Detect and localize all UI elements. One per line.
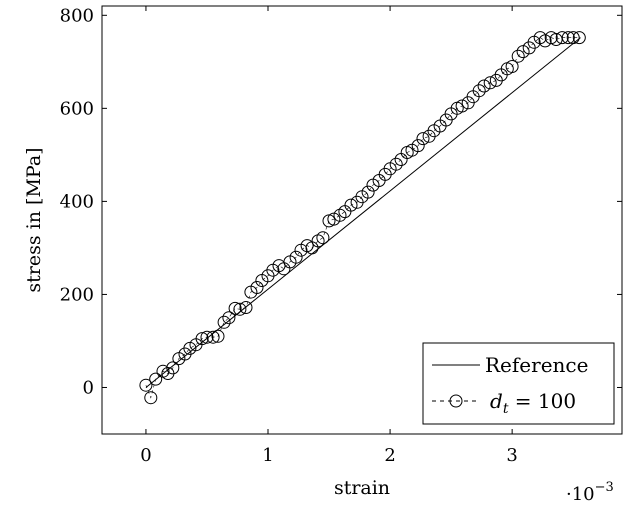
legend-dt-label-rest: = 100 <box>508 389 576 413</box>
legend: Reference dt = 100 <box>422 342 615 425</box>
dt-point <box>250 281 264 294</box>
dt-point <box>361 185 375 199</box>
legend-box <box>422 342 615 425</box>
dt-point <box>316 231 330 245</box>
dt-point <box>483 76 497 90</box>
dt-point <box>166 361 180 375</box>
dt-point <box>228 301 242 315</box>
dt-point <box>566 31 580 45</box>
dt-point <box>477 79 491 93</box>
dt-point <box>505 60 519 73</box>
y-tick-label: 600 <box>60 98 94 119</box>
dt-point <box>516 45 530 59</box>
x-tick-label: 0 <box>140 445 151 466</box>
dt-point <box>394 153 408 166</box>
axes-frame <box>101 5 623 435</box>
dt-point <box>183 341 197 355</box>
legend-dt-label-sub: t <box>503 401 509 417</box>
dt-point <box>344 198 358 212</box>
dt-point <box>511 49 525 63</box>
dt-point <box>472 84 486 98</box>
reference-line <box>145 37 581 388</box>
dt-point <box>206 330 220 344</box>
legend-reference-label: Reference <box>485 353 588 377</box>
x-tick-label: 3 <box>506 445 517 466</box>
dt-point <box>411 139 425 153</box>
x-tick-label: 1 <box>262 445 273 466</box>
x-axis-label: strain <box>334 477 390 499</box>
dt-point <box>233 302 247 316</box>
dt-point <box>211 329 225 343</box>
dt-point <box>333 208 347 222</box>
x-tick-label: 2 <box>384 445 395 466</box>
dt-point <box>416 132 430 146</box>
dt-point <box>222 311 236 325</box>
y-tick-label: 0 <box>83 377 94 398</box>
dt-point <box>217 315 231 329</box>
ticks: 0 1 2 3 0 200 400 600 800 <box>60 5 622 466</box>
y-tick-label: 400 <box>60 191 94 212</box>
dt-point <box>195 332 209 346</box>
x-axis-multiplier-base: ·10 <box>566 484 595 505</box>
dt-point <box>144 391 158 405</box>
y-axis-label: stress in [MPa] <box>23 147 45 292</box>
dt-point <box>538 34 552 48</box>
x-axis-multiplier: ·10−3 <box>566 480 614 505</box>
x-axis-multiplier-exponent: −3 <box>595 480 614 495</box>
y-tick-label: 800 <box>60 5 94 26</box>
dt-point <box>555 31 569 45</box>
dt-series-line <box>145 37 580 399</box>
legend-dt-label-d: d <box>490 389 503 413</box>
dt-point <box>289 250 303 264</box>
dt-point <box>572 31 586 45</box>
dt-point <box>389 157 403 171</box>
dt-point <box>139 378 153 392</box>
dt-point <box>239 301 253 314</box>
dt-point <box>455 99 469 113</box>
plot-area <box>139 31 586 405</box>
legend-dt-marker <box>449 394 463 408</box>
dt-point <box>200 330 214 344</box>
dt-point <box>561 31 575 45</box>
y-tick-label: 200 <box>60 284 94 305</box>
dt-point <box>149 372 163 386</box>
legend-dt-label: dt = 100 <box>490 389 576 417</box>
